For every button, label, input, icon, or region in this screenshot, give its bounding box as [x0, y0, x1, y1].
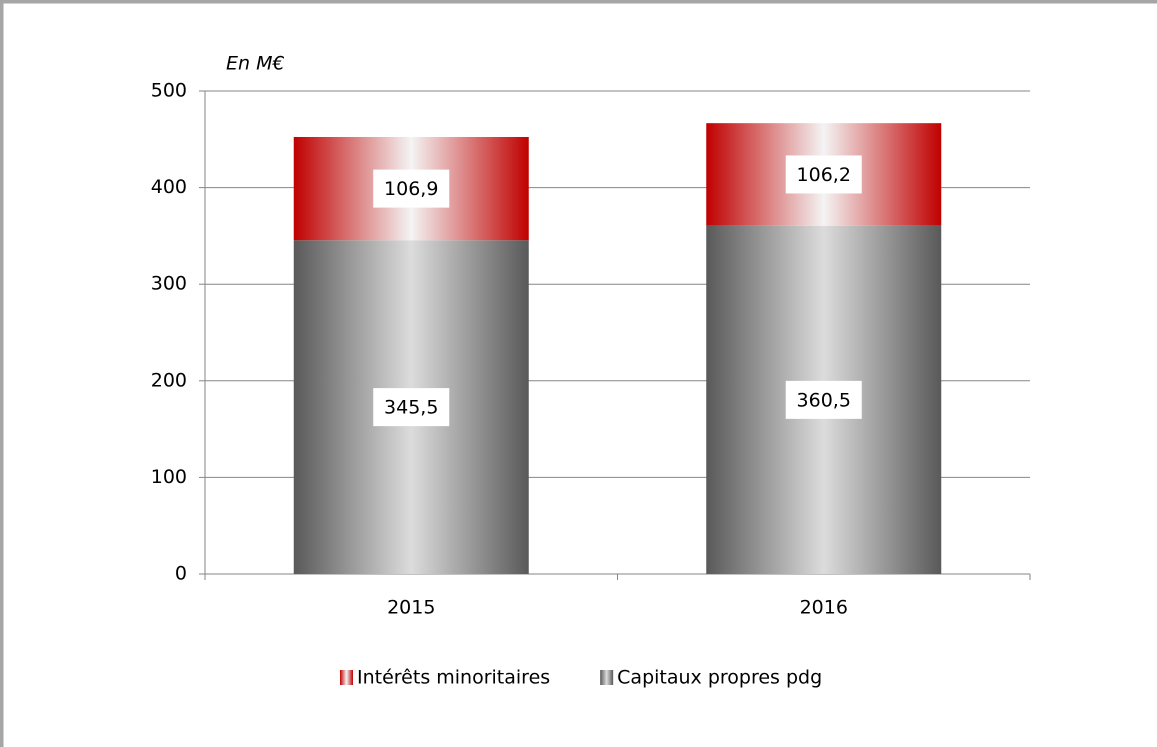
legend-swatch	[340, 670, 353, 685]
legend-swatch	[600, 670, 614, 685]
y-tick-label: 500	[151, 80, 187, 102]
y-tick-label: 300	[151, 273, 187, 295]
value-label: 106,2	[797, 164, 851, 186]
y-tick-label: 400	[151, 176, 187, 198]
x-tick-label: 2016	[800, 597, 848, 619]
value-label-box	[373, 169, 450, 208]
value-label: 106,9	[384, 178, 438, 200]
unit-label: En M€	[226, 53, 285, 75]
y-tick-label: 0	[175, 563, 187, 585]
legend-label: Capitaux propres pdg	[617, 667, 822, 689]
value-label: 360,5	[797, 389, 851, 411]
legend-label: Intérêts minoritaires	[357, 667, 550, 689]
value-label-box	[785, 155, 862, 194]
value-label-box	[785, 380, 862, 419]
y-tick-label: 200	[151, 369, 187, 391]
value-label-box	[373, 388, 450, 427]
y-tick-label: 100	[151, 466, 187, 488]
value-label: 345,5	[384, 397, 438, 419]
x-tick-label: 2015	[387, 597, 435, 619]
